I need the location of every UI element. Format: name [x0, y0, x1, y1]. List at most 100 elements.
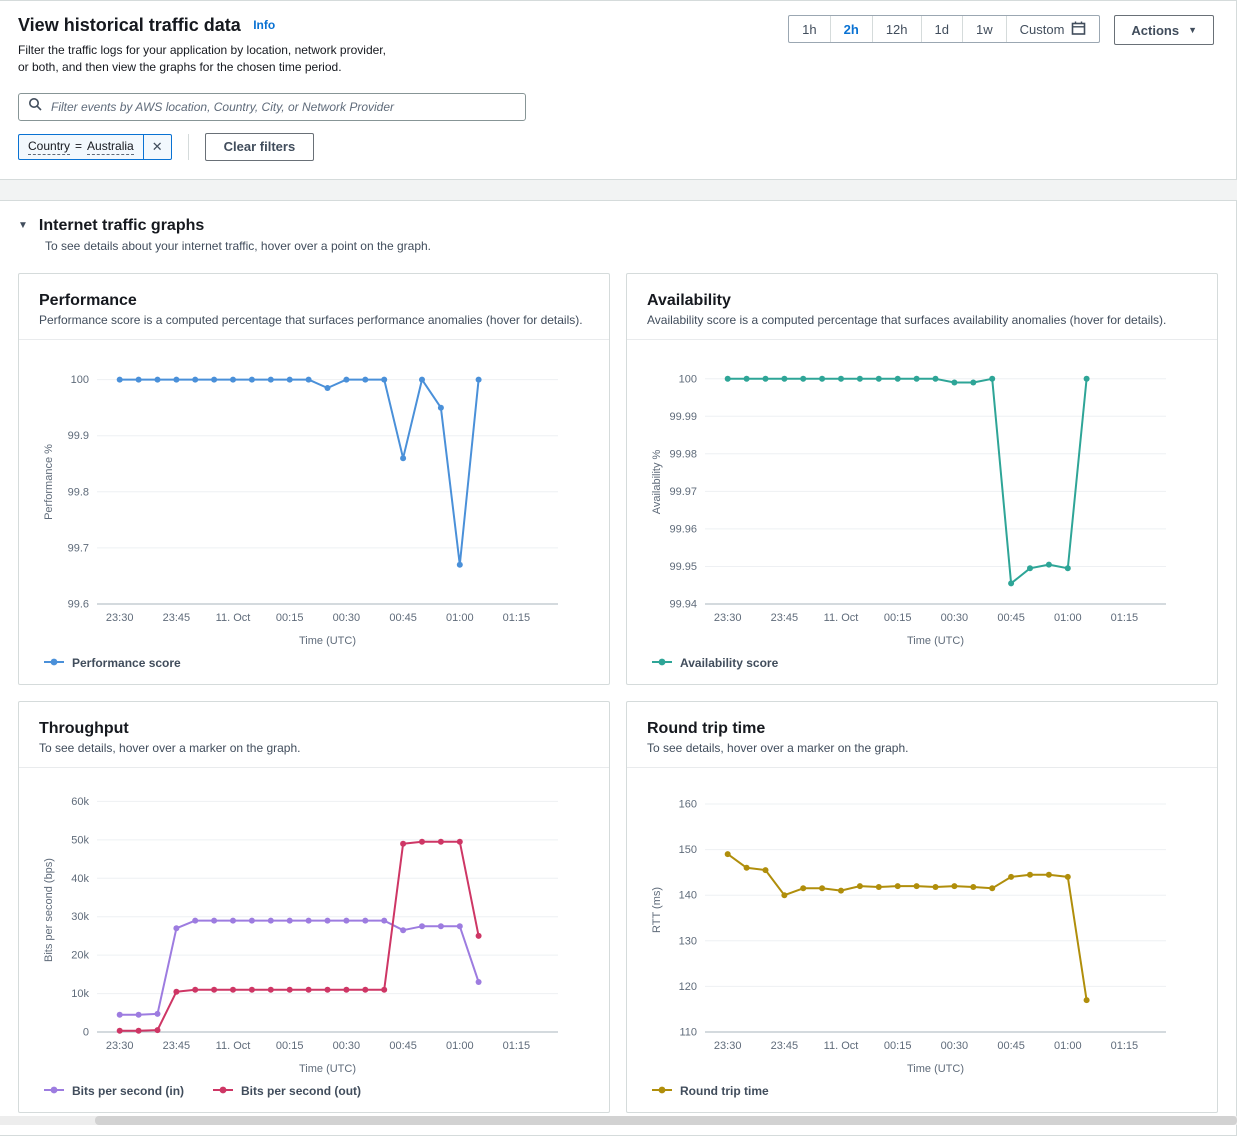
time-range-1w[interactable]: 1w: [961, 16, 1006, 42]
legend-label: Performance score: [72, 655, 181, 670]
legend-label: Bits per second (in): [72, 1083, 185, 1098]
filter-token-key: Country: [28, 138, 71, 155]
actions-label: Actions: [1131, 22, 1180, 38]
throughput-chart[interactable]: 0 10k 20k 30k 40k 50k 60k 23:30 23:45 11. Oct 00:1…: [39, 776, 572, 1076]
legend-item[interactable]: Availability score: [651, 656, 778, 670]
svg-text:RTT (ms): RTT (ms): [651, 887, 663, 933]
svg-text:99.9: 99.9: [68, 430, 89, 442]
close-icon: ✕: [151, 138, 163, 154]
chart-subtitle: Availability score is a computed percent…: [647, 312, 1167, 327]
svg-text:Time (UTC): Time (UTC): [299, 635, 356, 647]
filter-card: View historical traffic data Info Filter…: [0, 0, 1237, 180]
svg-text:60k: 60k: [71, 796, 89, 808]
svg-text:120: 120: [679, 981, 697, 993]
svg-text:Performance %: Performance %: [43, 444, 55, 520]
svg-text:30k: 30k: [71, 911, 89, 923]
chart-title: Availability: [647, 291, 731, 309]
legend-item[interactable]: Bits per second (in): [43, 1084, 184, 1098]
svg-text:Time (UTC): Time (UTC): [299, 1063, 356, 1075]
time-range-12h[interactable]: 12h: [871, 16, 921, 42]
svg-text:00:45: 00:45: [997, 1040, 1025, 1052]
svg-text:99.6: 99.6: [68, 598, 89, 610]
throughput-legend: Bits per second (in) Bits per second (out…: [39, 1084, 589, 1098]
chart-panel-round-trip-time: Round trip time To see details, hover ov…: [626, 700, 1218, 1113]
legend-marker-icon: [43, 1084, 65, 1098]
page-title: View historical traffic data: [18, 15, 241, 35]
title-block: View historical traffic data Info Filter…: [18, 15, 398, 77]
svg-text:00:30: 00:30: [333, 1040, 361, 1052]
svg-text:23:30: 23:30: [106, 612, 134, 624]
svg-text:23:45: 23:45: [163, 1040, 191, 1052]
svg-text:99.7: 99.7: [68, 542, 89, 554]
legend-item[interactable]: Round trip time: [651, 1084, 769, 1098]
legend-item[interactable]: Bits per second (out): [212, 1084, 361, 1098]
svg-text:11. Oct: 11. Oct: [824, 612, 859, 624]
legend-item[interactable]: Performance score: [43, 656, 181, 670]
svg-text:99.97: 99.97: [669, 486, 697, 498]
time-range-1d[interactable]: 1d: [920, 16, 962, 42]
svg-text:00:45: 00:45: [997, 612, 1025, 624]
scrollbar-thumb[interactable]: [95, 1116, 1237, 1125]
legend-label: Bits per second (out): [241, 1083, 362, 1098]
collapse-caret-icon[interactable]: ▼: [18, 220, 28, 232]
internet-traffic-graphs-card: ▼ Internet traffic graphs To see details…: [0, 199, 1237, 1136]
legend-marker-icon: [651, 1084, 673, 1098]
legend-label: Round trip time: [680, 1083, 769, 1098]
chart-subtitle: To see details, hover over a marker on t…: [39, 740, 301, 755]
chart-panel-performance: Performance Performance score is a compu…: [18, 272, 610, 685]
filter-token-operator: =: [75, 138, 83, 153]
performance-legend: Performance score: [39, 656, 589, 670]
chevron-down-icon: ▼: [1188, 25, 1197, 35]
filter-token-row: Country = Australia ✕ Clear filters: [18, 132, 1218, 161]
performance-chart[interactable]: 99.6 99.7 99.8 99.9 100 23:30 23:45 11. Oct 00:1…: [39, 348, 572, 648]
section-description: To see details about your internet traff…: [45, 238, 432, 253]
svg-text:23:30: 23:30: [106, 1040, 134, 1052]
chart-title: Round trip time: [647, 719, 766, 737]
svg-text:10k: 10k: [71, 988, 89, 1000]
panel-divider: [19, 766, 609, 768]
svg-text:23:45: 23:45: [163, 612, 191, 624]
horizontal-scrollbar[interactable]: [0, 1116, 1237, 1125]
time-range-custom[interactable]: Custom: [1005, 16, 1100, 42]
availability-chart[interactable]: 99.94 99.95 99.96 99.97 99.98 99.99 100 23:30 23…: [647, 348, 1180, 648]
legend-marker-icon: [651, 656, 673, 670]
remove-filter-button[interactable]: ✕: [142, 134, 171, 159]
svg-text:110: 110: [679, 1026, 697, 1038]
legend-marker-icon: [212, 1084, 234, 1098]
page-description: Filter the traffic logs for your applica…: [18, 43, 386, 75]
svg-text:00:15: 00:15: [276, 612, 304, 624]
svg-text:11. Oct: 11. Oct: [216, 1040, 251, 1052]
filter-token[interactable]: Country = Australia ✕: [18, 133, 172, 160]
clear-filters-button[interactable]: Clear filters: [204, 132, 315, 161]
time-range-1h[interactable]: 1h: [789, 16, 829, 42]
chart-title: Throughput: [39, 719, 129, 737]
round-trip-time-legend: Round trip time: [647, 1084, 1197, 1098]
svg-text:100: 100: [679, 373, 697, 385]
time-range-selector: 1h 2h 12h 1d 1w Custom: [788, 15, 1101, 43]
svg-text:00:30: 00:30: [333, 612, 361, 624]
section-title: Internet traffic graphs: [38, 216, 205, 234]
panel-divider: [627, 338, 1217, 340]
svg-text:23:30: 23:30: [714, 612, 742, 624]
section-header[interactable]: ▼ Internet traffic graphs: [18, 217, 1218, 235]
svg-text:Time (UTC): Time (UTC): [907, 635, 964, 647]
filter-token-text: Country = Australia: [19, 139, 143, 155]
svg-text:99.98: 99.98: [669, 448, 697, 460]
svg-text:01:00: 01:00: [1054, 612, 1082, 624]
vertical-divider: [187, 133, 189, 160]
search-input[interactable]: [49, 98, 516, 115]
header-row: View historical traffic data Info Filter…: [18, 15, 1218, 77]
svg-text:100: 100: [71, 374, 89, 386]
info-link[interactable]: Info: [253, 18, 276, 32]
svg-text:99.94: 99.94: [669, 598, 697, 610]
svg-text:01:15: 01:15: [503, 1040, 531, 1052]
svg-text:50k: 50k: [71, 834, 89, 846]
svg-text:01:15: 01:15: [503, 612, 531, 624]
chart-title: Performance: [39, 291, 137, 309]
round-trip-time-chart[interactable]: 110 120 130 140 150 160 23:30 23:45 11. Oct 00:15…: [647, 776, 1180, 1076]
svg-text:Time (UTC): Time (UTC): [907, 1063, 964, 1075]
actions-button[interactable]: Actions ▼: [1114, 15, 1214, 45]
chart-panel-throughput: Throughput To see details, hover over a …: [18, 700, 610, 1113]
time-range-2h[interactable]: 2h: [829, 16, 872, 42]
svg-text:99.8: 99.8: [68, 486, 89, 498]
